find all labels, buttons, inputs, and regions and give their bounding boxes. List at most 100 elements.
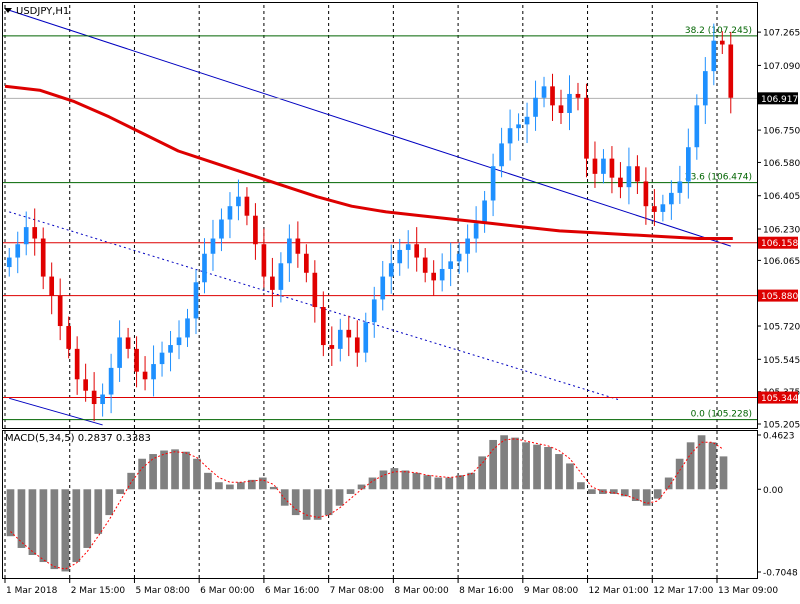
- macd-bar: [653, 489, 662, 499]
- moving-average-layer: [4, 84, 733, 240]
- price-tick-label: 105.720: [763, 323, 800, 333]
- time-tick-label: 7 Mar 08:00: [330, 586, 385, 596]
- candle-body: [499, 143, 504, 167]
- macd-bar: [467, 472, 476, 490]
- macd-bar: [697, 435, 706, 490]
- candle: [346, 315, 352, 357]
- candle: [261, 228, 267, 288]
- macd-bar: [160, 450, 168, 490]
- macd-bar: [291, 489, 300, 516]
- candle: [329, 326, 335, 366]
- candle-body: [151, 364, 156, 380]
- macd-bar: [94, 489, 103, 534]
- macd-bar: [708, 442, 717, 490]
- macd-bar: [631, 489, 640, 502]
- macd-bar: [116, 489, 125, 494]
- candle: [15, 231, 21, 274]
- level-price-tag: 105.344: [758, 391, 798, 404]
- candle-body: [490, 166, 496, 201]
- candle: [253, 203, 258, 260]
- candle: [337, 318, 343, 362]
- candle: [558, 89, 564, 125]
- candle: [482, 190, 487, 233]
- macd-tick-label: 0.00: [763, 486, 783, 496]
- candle: [694, 94, 700, 160]
- price-tag-bg: [758, 289, 798, 302]
- candle: [541, 76, 547, 108]
- candle: [91, 372, 97, 422]
- candle-body: [159, 352, 165, 365]
- candle: [371, 286, 377, 338]
- candle-body: [448, 261, 453, 269]
- candle-body: [312, 272, 318, 308]
- candle-body: [278, 263, 284, 290]
- candle: [524, 102, 530, 144]
- macd-bar: [182, 451, 190, 490]
- candle-body: [270, 276, 275, 290]
- macd-bar: [193, 458, 201, 490]
- macd-bar: [247, 479, 256, 490]
- price-tick-label: 106.405: [763, 192, 800, 202]
- macd-bar: [215, 482, 223, 490]
- macd-bar: [434, 477, 443, 490]
- candle-body: [371, 299, 377, 323]
- macd-bar: [555, 454, 563, 490]
- candle: [6, 248, 12, 277]
- time-tick-label: 2 Mar 15:00: [71, 586, 126, 596]
- candle-body: [66, 326, 71, 349]
- symbol-header[interactable]: USDJPY,H1: [4, 6, 69, 17]
- candle-body: [32, 227, 38, 239]
- candle-body: [134, 348, 139, 372]
- macd-bar: [588, 489, 596, 494]
- chart-frame: [2, 2, 758, 579]
- candle-body: [219, 219, 224, 239]
- macd-bar: [171, 449, 179, 490]
- price-tick-label: 107.090: [763, 62, 800, 72]
- candle-body: [49, 276, 55, 296]
- candle-body: [40, 238, 46, 277]
- price-axis: 107.265 107.090 106.750 106.580 106.405 106.2…: [757, 29, 800, 579]
- candle: [134, 336, 139, 388]
- trend-line: [9, 211, 621, 401]
- macd-bar: [50, 489, 59, 570]
- macd-bar: [566, 463, 574, 490]
- macd-bar: [456, 475, 465, 490]
- macd-bar: [368, 477, 377, 490]
- macd-bar: [149, 454, 157, 490]
- macd-bar: [357, 484, 366, 490]
- candle: [185, 308, 190, 347]
- macd-bar: [280, 489, 289, 506]
- candle-body: [388, 263, 394, 277]
- candle: [49, 262, 55, 315]
- candle-body: [550, 86, 555, 106]
- candle: [533, 80, 538, 131]
- candle: [584, 83, 589, 178]
- candle: [516, 113, 521, 141]
- candle-body: [592, 158, 598, 174]
- fibonacci-label: 0.0 (105.228): [691, 410, 752, 420]
- macd-bar: [105, 489, 114, 516]
- candle: [702, 57, 708, 125]
- macd-bar: [686, 442, 695, 490]
- price-tick-label: 106.750: [763, 127, 800, 137]
- candle: [499, 127, 504, 178]
- macd-bar: [445, 477, 454, 490]
- price-tick-label: 105.545: [763, 356, 800, 366]
- candle: [244, 187, 250, 226]
- candle: [66, 316, 71, 359]
- candle-body: [652, 206, 657, 212]
- macd-bar: [39, 489, 48, 563]
- candle: [473, 206, 479, 253]
- candle: [176, 320, 182, 360]
- main-pane-frame: [2, 2, 758, 429]
- triangle-down-icon[interactable]: [4, 8, 12, 13]
- candle-body: [108, 367, 114, 395]
- macd-bar: [28, 489, 37, 556]
- candle-body: [261, 244, 267, 277]
- candle-body: [295, 238, 301, 254]
- price-tag-label: 106.917: [761, 95, 798, 105]
- candle-body: [287, 238, 292, 264]
- candle-body: [304, 253, 309, 273]
